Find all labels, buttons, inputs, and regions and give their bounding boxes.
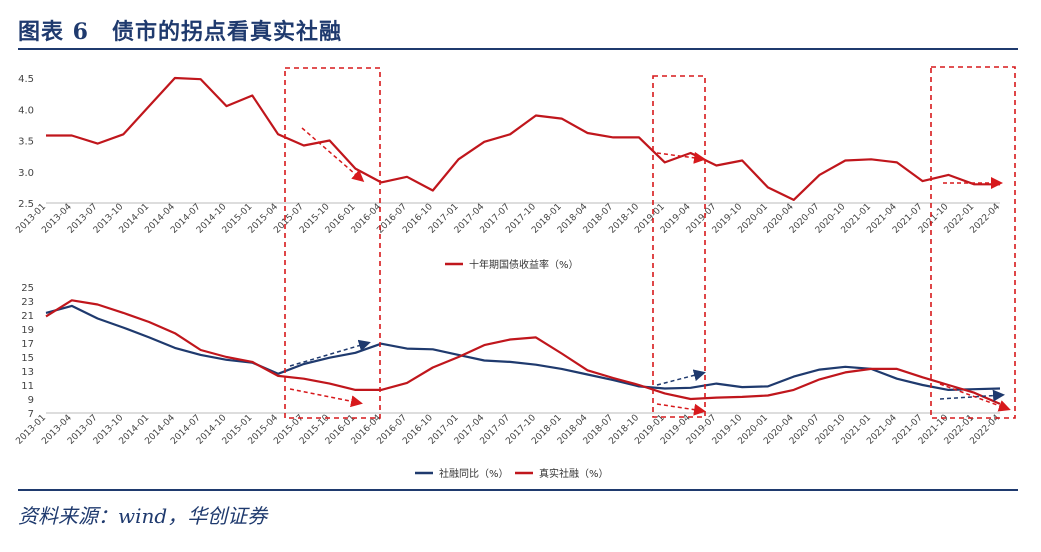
y-tick-label: 4.5 [18, 74, 34, 85]
trend-arrow-3 [656, 151, 706, 164]
legend-label-0: 十年期国债收益率（%） [469, 258, 579, 271]
y-tick-label: 15 [21, 353, 34, 364]
trend-arrow-0 [301, 127, 365, 182]
legend-label-0: 社融同比（%） [439, 467, 509, 480]
trend-arrow-2 [289, 388, 363, 408]
y-tick-label: 17 [21, 339, 34, 350]
chart-title: 图表 6 债市的拐点看真实社融 [18, 19, 342, 45]
series-line-1 [45, 299, 1001, 405]
y-tick-label: 23 [21, 297, 34, 308]
title-rule [18, 48, 1018, 50]
trend-arrow-1 [289, 339, 371, 367]
y-tick-label: 13 [21, 367, 34, 378]
annotation-box-1 [652, 75, 706, 418]
trend-arrow-7 [939, 389, 1005, 402]
y-tick-label: 25 [21, 283, 34, 294]
y-tick-label: 2.5 [18, 199, 34, 210]
y-tick-label: 7 [28, 409, 34, 420]
source-rule [18, 489, 1018, 491]
series-line-0 [45, 304, 1001, 391]
source-note: 资料来源：wind，华创证券 [18, 504, 268, 528]
y-tick-label: 11 [21, 381, 34, 392]
y-tick-label: 21 [21, 311, 34, 322]
trend-arrow-5 [656, 403, 706, 416]
y-tick-label: 3.5 [18, 137, 34, 148]
y-tick-label: 9 [28, 395, 34, 406]
y-tick-label: 4.0 [18, 105, 34, 116]
trend-arrow-8 [939, 383, 1011, 412]
annotation-box-0 [284, 67, 381, 419]
y-tick-label: 3.0 [18, 168, 34, 179]
annotation-box-2 [930, 66, 1016, 419]
trend-arrow-4 [656, 369, 706, 386]
legend-label-1: 真实社融（%） [539, 467, 609, 480]
y-tick-label: 19 [21, 325, 34, 336]
series-line-0 [46, 76, 1000, 201]
